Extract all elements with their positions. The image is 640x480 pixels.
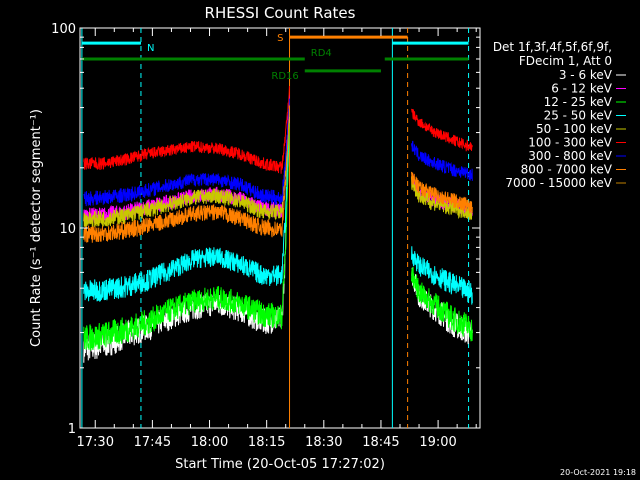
series-line-5 — [83, 85, 473, 174]
x-tick-label: 19:00 — [419, 435, 456, 450]
flag-label: RD16 — [271, 71, 298, 82]
x-tick-label: 18:00 — [191, 435, 228, 450]
x-tick-label: 18:45 — [362, 435, 399, 450]
legend-entry: 6 - 12 keV — [551, 82, 613, 96]
legend-entry: 800 - 7000 keV — [521, 163, 613, 177]
series-line-2 — [83, 123, 473, 351]
legend-entry: 300 - 800 keV — [528, 149, 612, 163]
y-tick-label: 10 — [59, 222, 76, 237]
x-tick-label: 18:30 — [305, 435, 342, 450]
legend-entry: 50 - 100 keV — [536, 122, 613, 136]
y-axis-label: Count Rate (s⁻¹ detector segment⁻¹) — [29, 109, 44, 347]
x-axis-label: Start Time (20-Oct-05 17:27:02) — [175, 457, 385, 472]
legend-entry: 7000 - 15000 keV — [505, 176, 612, 190]
series-line-3 — [83, 111, 473, 305]
legend-header: FDecim 1, Att 0 — [519, 54, 612, 68]
flag-label: N — [147, 43, 154, 54]
legend-entry: 100 - 300 keV — [528, 136, 612, 150]
x-tick-label: 17:45 — [134, 435, 171, 450]
series-line-6 — [83, 98, 473, 207]
flag-label: S — [277, 33, 283, 44]
chart-title: RHESSI Count Rates — [205, 4, 356, 22]
y-tick-label: 1 — [68, 422, 76, 437]
flag-label: RD4 — [311, 48, 332, 59]
series-line-7 — [83, 105, 473, 243]
timestamp: 20-Oct-2021 19:18 — [560, 468, 636, 477]
legend-entry: 3 - 6 keV — [559, 68, 613, 82]
legend-header: Det 1f,3f,4f,5f,6f,9f, — [493, 40, 612, 54]
x-tick-label: 17:30 — [77, 435, 114, 450]
legend-entry: 25 - 50 keV — [544, 109, 613, 123]
x-tick-label: 18:15 — [248, 435, 285, 450]
legend-entry: 12 - 25 keV — [544, 95, 613, 109]
y-tick-label: 100 — [51, 22, 76, 37]
